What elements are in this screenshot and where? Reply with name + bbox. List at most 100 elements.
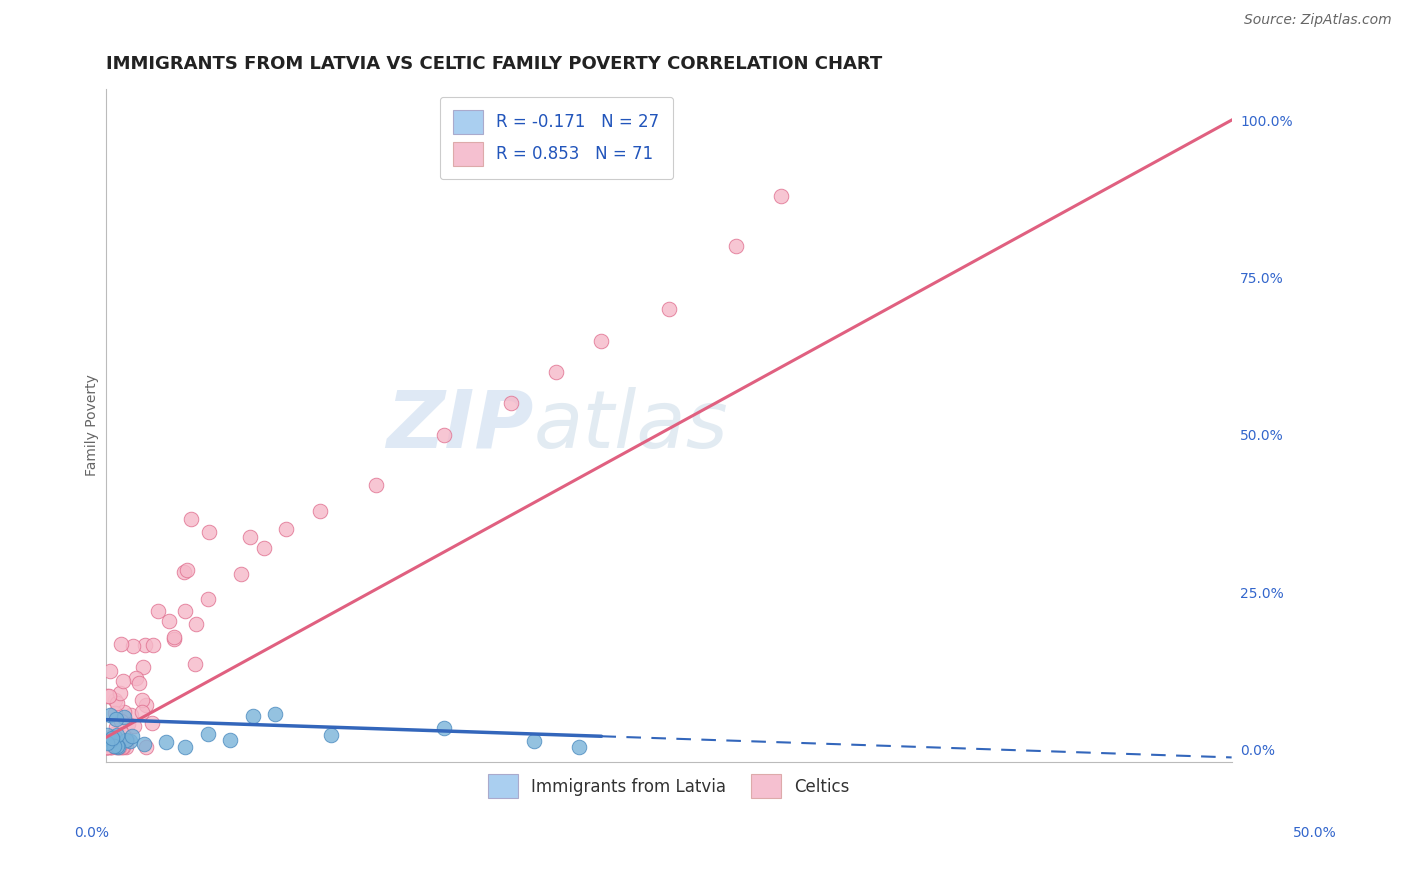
Point bbox=[112, 739, 135, 754]
Point bbox=[122, 719, 145, 733]
Y-axis label: Family Poverty: Family Poverty bbox=[86, 375, 100, 476]
Point bbox=[100, 739, 122, 754]
Point bbox=[197, 591, 219, 606]
Point bbox=[100, 732, 122, 747]
Point bbox=[163, 630, 186, 644]
Text: ZIP: ZIP bbox=[387, 386, 534, 465]
Point bbox=[100, 739, 122, 754]
Point bbox=[546, 365, 568, 379]
Point bbox=[121, 729, 143, 743]
Point bbox=[174, 604, 197, 618]
Point bbox=[112, 674, 135, 689]
Point bbox=[105, 720, 128, 734]
Point bbox=[98, 739, 121, 754]
Point bbox=[157, 615, 180, 629]
Point bbox=[96, 739, 118, 754]
Point bbox=[105, 696, 128, 710]
Point bbox=[108, 686, 131, 700]
Legend: Immigrants from Latvia, Celtics: Immigrants from Latvia, Celtics bbox=[481, 768, 856, 805]
Point bbox=[111, 739, 134, 754]
Point bbox=[176, 563, 198, 577]
Point bbox=[110, 637, 132, 651]
Point bbox=[108, 739, 131, 754]
Point bbox=[115, 733, 138, 747]
Point bbox=[276, 523, 298, 537]
Text: 50.0%: 50.0% bbox=[1292, 826, 1337, 839]
Point bbox=[433, 428, 456, 442]
Point bbox=[104, 730, 127, 744]
Point bbox=[131, 660, 153, 674]
Point bbox=[219, 733, 242, 747]
Point bbox=[96, 739, 118, 754]
Point bbox=[146, 604, 169, 618]
Point bbox=[96, 739, 118, 754]
Point bbox=[253, 541, 276, 556]
Point bbox=[110, 739, 132, 754]
Point bbox=[131, 705, 153, 719]
Point bbox=[173, 565, 195, 579]
Point bbox=[115, 739, 138, 754]
Point bbox=[97, 689, 120, 703]
Point bbox=[103, 739, 125, 754]
Point bbox=[104, 712, 127, 726]
Point bbox=[770, 188, 793, 202]
Point bbox=[112, 727, 135, 741]
Point bbox=[135, 698, 157, 712]
Point bbox=[117, 717, 139, 731]
Point bbox=[184, 657, 207, 671]
Point bbox=[321, 728, 343, 742]
Point bbox=[197, 727, 219, 741]
Point bbox=[98, 739, 121, 754]
Point bbox=[103, 726, 125, 740]
Point bbox=[141, 716, 163, 731]
Point bbox=[523, 733, 546, 747]
Point bbox=[198, 525, 221, 540]
Point bbox=[115, 732, 138, 747]
Point bbox=[725, 239, 748, 253]
Point bbox=[105, 729, 128, 743]
Point bbox=[100, 731, 122, 746]
Point bbox=[163, 632, 186, 647]
Point bbox=[112, 705, 135, 719]
Point bbox=[98, 708, 121, 723]
Point bbox=[96, 739, 118, 754]
Point bbox=[105, 739, 128, 754]
Text: IMMIGRANTS FROM LATVIA VS CELTIC FAMILY POVERTY CORRELATION CHART: IMMIGRANTS FROM LATVIA VS CELTIC FAMILY … bbox=[107, 55, 883, 73]
Point bbox=[104, 706, 127, 721]
Point bbox=[100, 732, 122, 747]
Point bbox=[242, 708, 264, 723]
Point bbox=[180, 511, 202, 525]
Point bbox=[131, 692, 153, 706]
Point bbox=[96, 739, 118, 754]
Point bbox=[658, 301, 681, 316]
Point bbox=[134, 638, 156, 652]
Point bbox=[239, 530, 262, 544]
Text: Source: ZipAtlas.com: Source: ZipAtlas.com bbox=[1244, 13, 1392, 28]
Point bbox=[104, 693, 127, 707]
Point bbox=[112, 710, 135, 724]
Point bbox=[121, 639, 143, 653]
Point bbox=[128, 676, 150, 690]
Point bbox=[231, 566, 253, 581]
Point bbox=[264, 706, 287, 721]
Point bbox=[96, 734, 118, 748]
Point bbox=[155, 734, 177, 748]
Point bbox=[120, 707, 142, 722]
Point bbox=[568, 739, 591, 754]
Point bbox=[96, 689, 118, 703]
Point bbox=[110, 714, 132, 728]
Point bbox=[309, 503, 332, 517]
Point bbox=[120, 734, 142, 748]
Point bbox=[186, 616, 208, 631]
Point bbox=[98, 664, 121, 678]
Text: atlas: atlas bbox=[534, 386, 728, 465]
Point bbox=[104, 739, 127, 754]
Point bbox=[142, 638, 165, 652]
Point bbox=[105, 739, 128, 753]
Point bbox=[591, 334, 613, 348]
Point bbox=[174, 739, 197, 754]
Point bbox=[433, 721, 456, 735]
Point bbox=[501, 396, 523, 410]
Point bbox=[96, 736, 118, 750]
Point bbox=[125, 671, 148, 685]
